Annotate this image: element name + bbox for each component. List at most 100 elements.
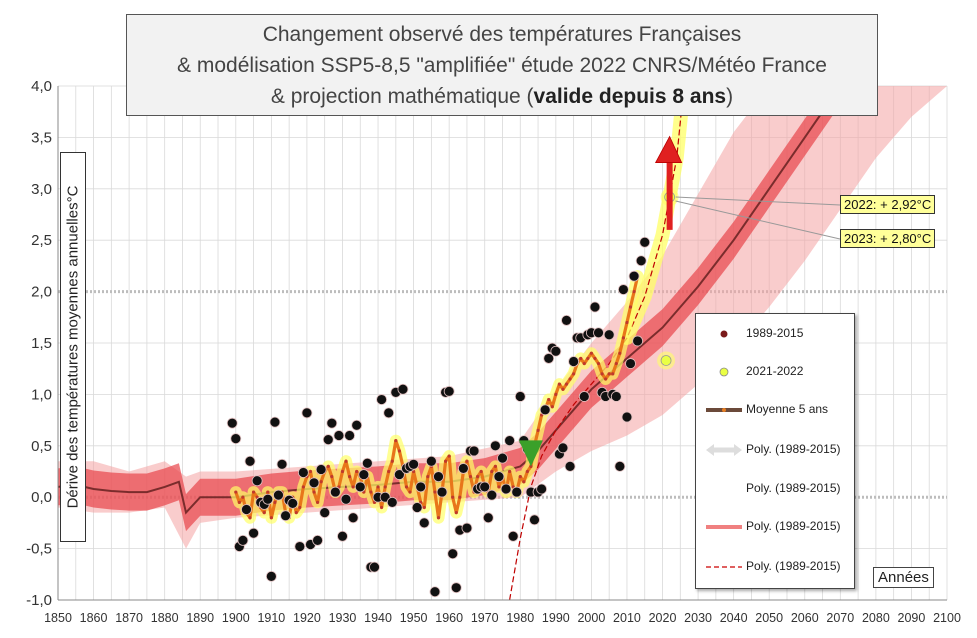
moving-average-dot: [237, 500, 241, 504]
moving-average-dot: [319, 480, 323, 484]
x-tick-label: 2060: [791, 611, 819, 625]
green-arrow-icon: [518, 440, 543, 467]
x-tick-label: 1960: [435, 611, 463, 625]
observed-point: [529, 514, 540, 526]
observed-point: [486, 489, 498, 501]
poly-dashed-line: [509, 85, 685, 601]
observed-point: [550, 345, 562, 357]
moving-average-dot: [497, 485, 501, 489]
legend-arrow-icon: [706, 444, 742, 456]
y-tick-label: -1,0: [26, 592, 52, 609]
observed-point: [351, 419, 363, 431]
observed-point: [251, 475, 263, 487]
observed-point: [639, 236, 651, 248]
observed-point: [504, 435, 516, 447]
observed-point: [326, 417, 338, 429]
legend-item: Poly. (1989-2015): [696, 517, 854, 537]
observed-point: [262, 493, 274, 505]
model-band-outer: [58, 86, 947, 549]
observed-point: [230, 433, 242, 445]
moving-average-dot: [490, 469, 494, 474]
x-tick-label: 2020: [649, 611, 677, 625]
observed-point: [497, 452, 508, 464]
x-tick-label: 1940: [364, 611, 392, 625]
observed-point: [333, 430, 345, 441]
observed-point: [578, 391, 590, 402]
observed-point: [443, 385, 455, 397]
moving-average-dot: [589, 351, 594, 355]
moving-average-dot: [422, 505, 426, 510]
observed-point: [248, 527, 259, 539]
observed-point: [418, 517, 430, 529]
observed-point: [297, 467, 309, 478]
moving-average-dot: [387, 469, 391, 474]
moving-average-dot: [390, 459, 394, 463]
legend-dot-yellow-icon: [719, 367, 729, 377]
moving-average-dot: [568, 377, 572, 381]
moving-average-dot: [408, 490, 412, 494]
moving-average-dot: [458, 495, 462, 499]
observed-point: [393, 469, 405, 480]
x-tick-label: 2000: [577, 611, 605, 625]
moving-average-dot: [607, 372, 611, 376]
observed-point: [436, 486, 448, 498]
observed-point: [593, 327, 604, 339]
moving-average-dot: [454, 511, 458, 515]
observed-point: [408, 458, 420, 470]
observed-point: [632, 335, 644, 347]
moving-average-dot: [308, 469, 313, 474]
y-tick-label: 0,5: [31, 438, 52, 455]
moving-average-dot: [355, 469, 359, 474]
x-tick-label: 2070: [826, 611, 854, 625]
callout-2022: 2022: + 2,92°C: [840, 195, 936, 214]
moving-average-dot: [444, 459, 448, 463]
observed-point: [411, 502, 423, 513]
recent-point: [660, 355, 672, 366]
moving-average-dot: [465, 459, 469, 463]
observed-point: [493, 471, 505, 483]
moving-average-dot: [369, 490, 373, 494]
x-tick-label: 1930: [329, 611, 357, 625]
observed-point: [500, 483, 512, 495]
observed-point: [354, 481, 366, 493]
observed-point: [461, 522, 473, 534]
moving-average-dot: [625, 320, 629, 325]
title-line-3: & projection mathématique (valide depuis…: [270, 85, 734, 108]
moving-average-dot: [621, 336, 626, 340]
moving-average: [229, 270, 644, 524]
x-tick-label: 2050: [755, 611, 783, 625]
title-line-2: & modélisation SSP5-8,5 "amplifiée" étud…: [177, 54, 827, 77]
x-tick-label: 1970: [471, 611, 499, 625]
observed-point: [265, 570, 277, 582]
observed-point: [308, 477, 320, 489]
observed-point: [358, 469, 370, 480]
moving-average-dot: [600, 372, 604, 376]
moving-average-dot: [614, 361, 618, 366]
moving-average-dot: [298, 505, 302, 510]
observed-point: [294, 541, 306, 552]
observed-point: [603, 329, 615, 341]
moving-average-dot: [508, 469, 512, 474]
x-tick-label: 1900: [222, 611, 250, 625]
x-tick-label: 2030: [684, 611, 712, 625]
y-tick-label: 2,5: [31, 232, 52, 249]
observed-point: [564, 460, 576, 472]
moving-average-dot: [312, 490, 316, 494]
callout-connector: [675, 196, 841, 206]
moving-average-dot: [447, 454, 451, 458]
observed-point: [511, 486, 523, 498]
y-axis-label: Dérive des températures moyennes annuell…: [60, 152, 86, 542]
x-tick-label: 1850: [44, 611, 72, 625]
moving-average-dot: [347, 475, 352, 479]
observed-point: [315, 464, 327, 475]
red-arrow-head-icon: [654, 135, 683, 163]
observed-point: [415, 481, 427, 493]
title-bold-text: valide depuis 8 ans: [533, 85, 727, 108]
observed-point: [376, 394, 387, 405]
moving-average-dot: [579, 356, 583, 361]
observed-point: [457, 463, 469, 474]
chart-title: Changement observé des températures Fran…: [126, 14, 878, 116]
moving-average-dot: [596, 361, 601, 366]
moving-average-dot: [379, 505, 384, 510]
